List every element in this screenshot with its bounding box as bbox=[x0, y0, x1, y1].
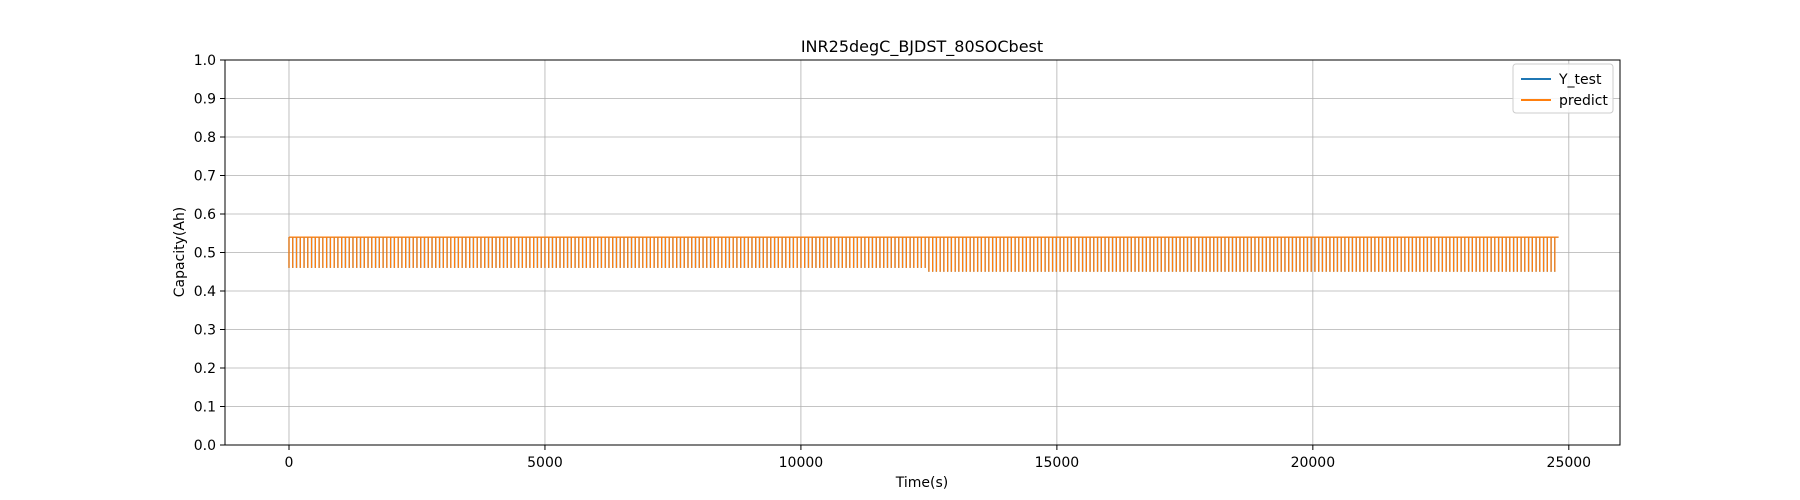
plot-series bbox=[288, 236, 1559, 272]
x-tick-label: 20000 bbox=[1291, 455, 1336, 471]
legend: Y_test predict bbox=[1512, 63, 1614, 114]
y-axis-ticks: 0.0 0.1 0.2 0.3 0.4 0.5 0.6 0.7 0.8 0.9 1.0 bbox=[194, 53, 225, 454]
y-tick-label: 0.4 bbox=[194, 284, 216, 300]
legend-label-predict: predict bbox=[1559, 93, 1608, 109]
y-tick-label: 0.7 bbox=[194, 169, 216, 185]
y-tick-label: 0.9 bbox=[194, 92, 216, 108]
x-tick-label: 25000 bbox=[1547, 455, 1592, 471]
y-tick-label: 0.8 bbox=[194, 130, 216, 146]
y-tick-label: 0.3 bbox=[194, 323, 216, 339]
x-tick-label: 15000 bbox=[1035, 455, 1080, 471]
x-tick-label: 5000 bbox=[527, 455, 563, 471]
y-axis-label: Capacity(Ah) bbox=[172, 207, 188, 298]
y-tick-label: 0.2 bbox=[194, 361, 216, 377]
legend-label-y-test: Y_test bbox=[1558, 72, 1602, 88]
y-tick-label: 0.1 bbox=[194, 400, 216, 416]
x-axis-label: Time(s) bbox=[895, 475, 948, 491]
x-axis-ticks: 0 5000 10000 15000 20000 25000 bbox=[285, 445, 1592, 471]
series-line-predict bbox=[288, 236, 1559, 272]
y-tick-label: 1.0 bbox=[194, 53, 216, 69]
chart-title: INR25degC_BJDST_80SOCbest bbox=[801, 37, 1043, 57]
x-tick-label: 10000 bbox=[779, 455, 824, 471]
y-tick-label: 0.6 bbox=[194, 207, 216, 223]
x-tick-label: 0 bbox=[285, 455, 294, 471]
grid-lines bbox=[225, 59, 1620, 446]
y-tick-label: 0.5 bbox=[194, 246, 216, 262]
y-tick-label: 0.0 bbox=[194, 438, 216, 454]
